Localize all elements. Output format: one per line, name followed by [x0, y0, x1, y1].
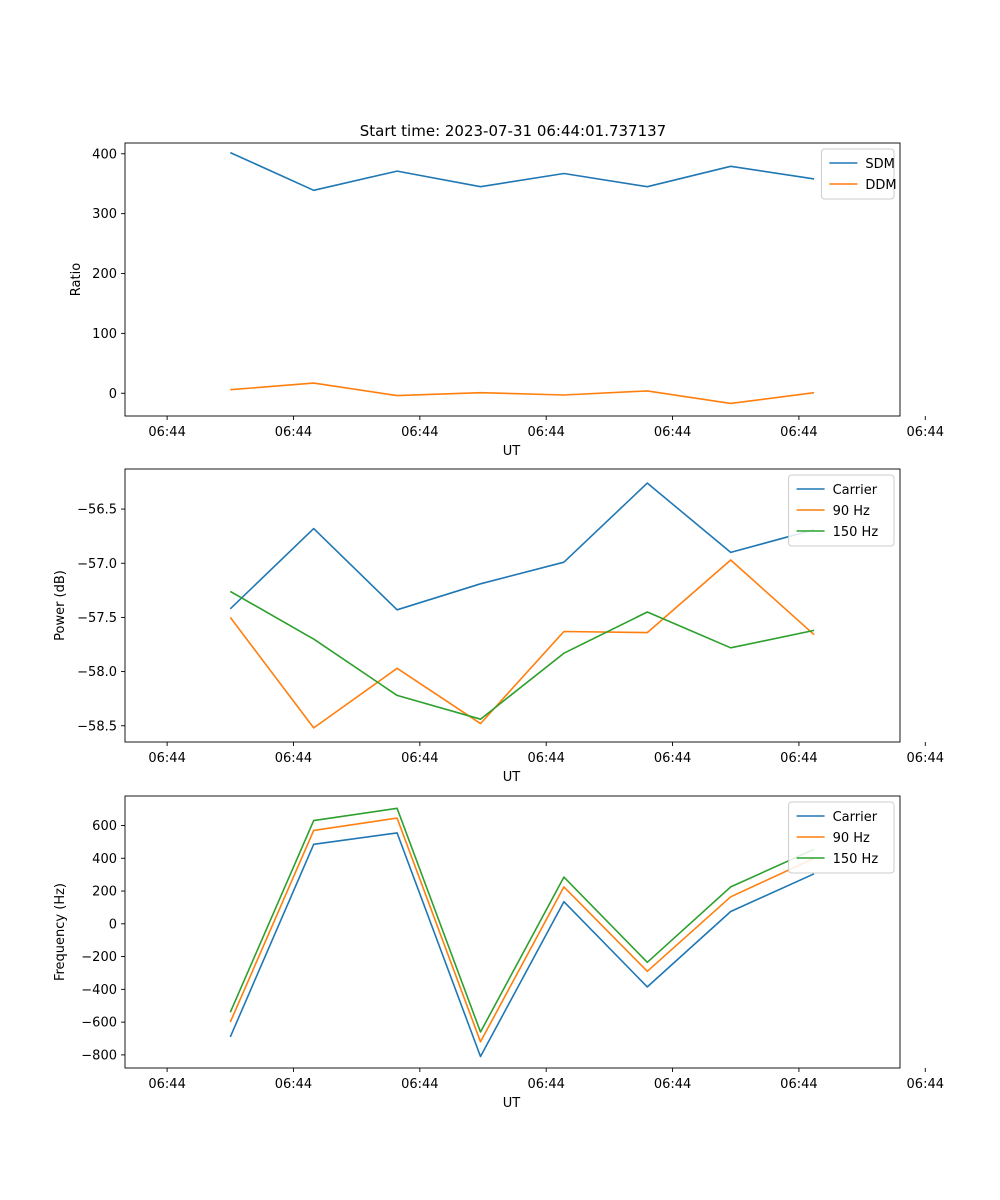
x-tick-label: 06:44	[780, 425, 817, 440]
y-tick-label: 100	[92, 327, 117, 342]
x-tick-label: 06:44	[148, 751, 185, 766]
legend: Carrier 90 Hz 150 Hz	[788, 801, 895, 874]
y-tick-label: −57.0	[77, 557, 117, 572]
chart-power: 06:4406:4406:4406:4406:4406:4406:4406:45…	[53, 468, 944, 785]
x-tick-label: 06:44	[654, 425, 691, 440]
series-line-150-hz	[229, 807, 815, 1033]
series-line-150-hz	[229, 590, 815, 721]
legend-label-sdm: SDM	[865, 157, 894, 172]
x-tick-label: 06:44	[275, 1077, 312, 1092]
y-tick-label: −200	[81, 950, 117, 965]
legend-label-90-hz: 90 Hz	[833, 831, 870, 846]
y-tick-label: −58.0	[77, 665, 117, 680]
series-line-sdm	[229, 151, 815, 192]
y-axis-label: Ratio	[69, 263, 84, 296]
legend-label-150-hz: 150 Hz	[833, 525, 879, 540]
y-tick-label: 600	[92, 819, 117, 834]
x-tick-label: 06:44	[780, 1077, 817, 1092]
legend-box	[820, 148, 895, 200]
series-line-ddm	[230, 382, 815, 405]
x-axis-label: UT	[503, 1096, 521, 1111]
y-tick-label: 0	[109, 387, 117, 402]
axes-frame	[124, 468, 901, 743]
y-tick-label: −56.5	[77, 503, 117, 518]
y-tick-label: 300	[92, 207, 117, 222]
x-tick-label: 06:44	[907, 1077, 944, 1092]
axes-frame	[124, 142, 901, 417]
series-line-90-hz	[229, 559, 815, 729]
y-tick-label: −400	[81, 983, 117, 998]
chart-frequency: 06:4406:4406:4406:4406:4406:4406:4406:45…	[53, 795, 944, 1111]
y-tick-label: 0	[109, 917, 117, 932]
y-tick-label: 400	[92, 147, 117, 162]
x-tick-label: 06:44	[401, 425, 438, 440]
series-line-90-hz	[229, 817, 815, 1043]
legend-label-150-hz: 150 Hz	[833, 852, 879, 867]
legend: Carrier 90 Hz 150 Hz	[788, 474, 895, 547]
legend: SDM DDM	[820, 148, 897, 200]
x-tick-label: 06:44	[401, 1077, 438, 1092]
legend-label-carrier: Carrier	[833, 810, 878, 825]
y-axis-label: Frequency (Hz)	[53, 883, 68, 981]
y-tick-label: −600	[81, 1016, 117, 1031]
x-tick-label: 06:44	[148, 1077, 185, 1092]
y-tick-label: −58.5	[77, 719, 117, 734]
x-tick-label: 06:44	[148, 425, 185, 440]
x-tick-label: 06:44	[654, 751, 691, 766]
y-tick-label: −800	[81, 1048, 117, 1063]
legend-box	[788, 474, 895, 547]
y-tick-label: 200	[92, 885, 117, 900]
x-tick-label: 06:44	[780, 751, 817, 766]
y-tick-label: 400	[92, 852, 117, 867]
legend-label-90-hz: 90 Hz	[833, 504, 870, 519]
x-tick-label: 06:44	[275, 425, 312, 440]
y-tick-label: 200	[92, 267, 117, 282]
y-tick-label: −57.5	[77, 611, 117, 626]
legend-box	[788, 801, 895, 874]
x-tick-label: 06:44	[401, 751, 438, 766]
x-tick-label: 06:44	[275, 751, 312, 766]
figure-title: Start time: 2023-07-31 06:44:01.737137	[360, 122, 666, 140]
x-tick-label: 06:44	[527, 425, 564, 440]
x-tick-label: 06:44	[654, 1077, 691, 1092]
x-axis-label: UT	[503, 770, 521, 785]
chart-ratio: 06:4406:4406:4406:4406:4406:4406:4406:45…	[69, 142, 944, 459]
legend-label-carrier: Carrier	[833, 483, 878, 498]
series-line-carrier	[229, 482, 815, 611]
x-tick-label: 06:44	[527, 1077, 564, 1092]
x-axis-label: UT	[503, 444, 521, 459]
x-tick-label: 06:44	[907, 751, 944, 766]
axes-frame	[124, 795, 901, 1069]
legend-label-ddm: DDM	[865, 178, 896, 193]
x-tick-label: 06:44	[527, 751, 564, 766]
x-tick-label: 06:44	[907, 425, 944, 440]
series-line-carrier	[229, 832, 815, 1058]
y-axis-label: Power (dB)	[53, 570, 68, 641]
